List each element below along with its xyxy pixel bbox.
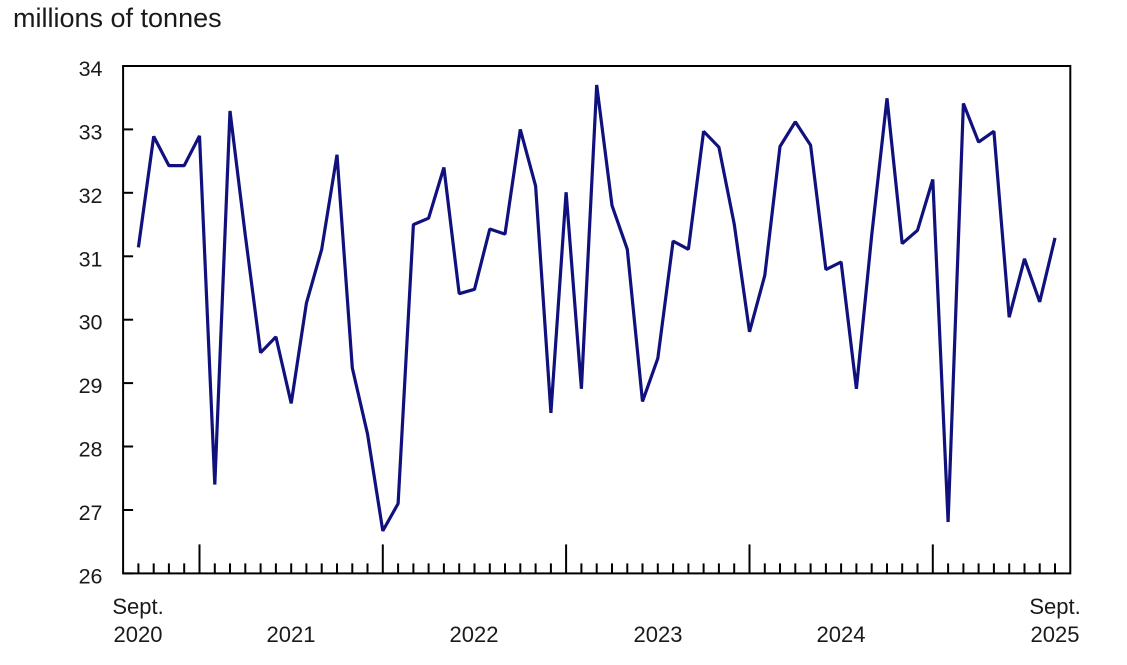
- svg-text:2025: 2025: [1031, 622, 1080, 647]
- svg-text:28: 28: [79, 438, 103, 462]
- svg-text:Sept.: Sept.: [112, 594, 163, 619]
- svg-text:2021: 2021: [267, 622, 316, 647]
- svg-text:30: 30: [79, 311, 103, 335]
- svg-text:millions of tonnes: millions of tonnes: [13, 3, 222, 33]
- svg-text:27: 27: [79, 501, 103, 525]
- svg-text:33: 33: [79, 120, 103, 144]
- svg-text:32: 32: [79, 184, 103, 208]
- svg-text:34: 34: [79, 57, 103, 81]
- svg-text:Sept.: Sept.: [1029, 594, 1080, 619]
- svg-text:31: 31: [79, 247, 103, 271]
- svg-text:2022: 2022: [450, 622, 499, 647]
- svg-text:2020: 2020: [114, 622, 163, 647]
- svg-text:2023: 2023: [634, 622, 683, 647]
- svg-text:2024: 2024: [817, 622, 866, 647]
- svg-text:29: 29: [79, 374, 103, 398]
- svg-text:26: 26: [79, 564, 103, 588]
